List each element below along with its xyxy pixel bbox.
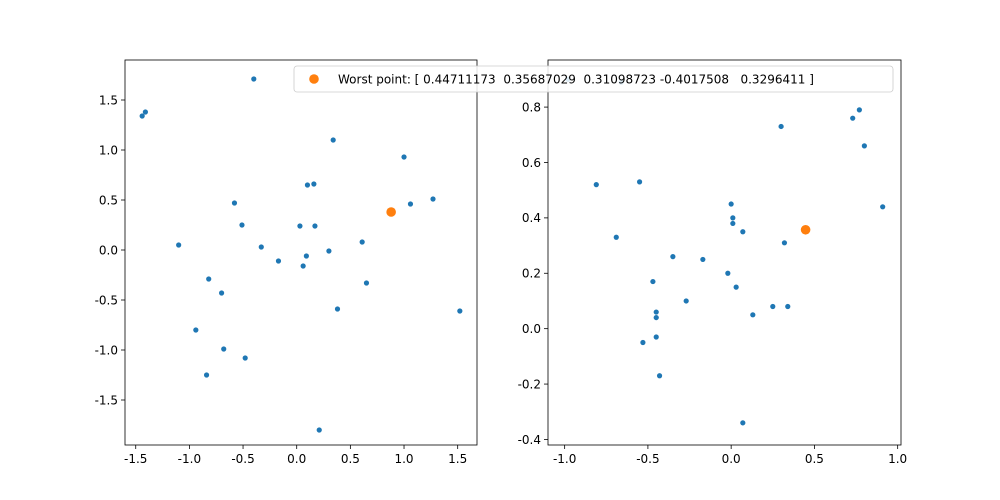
y-tick-label-1-5: 0.6 (522, 156, 541, 170)
right-scatter-panel: -1.0 -0.5 0.0 0.5 1.0 -0.4 -0.2 0.0 0.2 0.4 0.6 0.8 (518, 59, 907, 466)
y-tick-label-1-1: -0.2 (518, 377, 541, 391)
data-point-1-29 (740, 420, 746, 426)
y-tick-label-1-0: -0.4 (518, 433, 541, 447)
data-point-1-11 (730, 220, 736, 227)
data-point-0-22 (218, 290, 225, 296)
data-point-1-15 (670, 254, 676, 260)
y-tick-label-0-2: -0.5 (95, 293, 118, 307)
data-point-0-23 (334, 306, 341, 312)
y-tick-label-0-0: -1.5 (95, 393, 118, 407)
x-tick-label-1-4: 1.0 (888, 452, 907, 466)
data-point-0-20 (206, 276, 212, 282)
data-point-0-10 (239, 222, 245, 228)
data-point-1-27 (653, 334, 659, 340)
x-tick-label-1-3: 0.5 (805, 452, 824, 466)
data-point-1-10 (730, 215, 736, 221)
y-tick-label-1-4: 0.4 (522, 211, 541, 225)
data-point-1-4 (861, 143, 867, 149)
x-tick-label-0-2: -0.5 (231, 452, 254, 466)
data-point-1-3 (850, 115, 856, 121)
data-point-1-2 (856, 107, 862, 113)
data-point-1-23 (653, 309, 659, 315)
x-tick-label-1-2: 0.0 (722, 452, 741, 466)
data-point-1-25 (653, 314, 659, 321)
data-point-0-14 (258, 244, 264, 250)
data-point-0-3 (330, 137, 336, 143)
data-point-1-19 (733, 284, 739, 290)
legend-marker-0 (309, 74, 319, 84)
data-point-1-12 (740, 229, 746, 235)
data-point-0-11 (297, 223, 303, 229)
data-point-0-24 (457, 308, 463, 314)
worst-point-marker-1-0 (800, 224, 811, 235)
data-point-1-9 (880, 204, 886, 210)
data-point-0-4 (401, 154, 407, 160)
data-point-1-20 (683, 298, 689, 304)
axes-frame-0 (124, 59, 478, 446)
x-tick-label-0-4: 0.5 (341, 452, 360, 466)
y-tick-label-1-6: 0.8 (522, 100, 541, 114)
x-tick-label-1-1: -0.5 (636, 452, 659, 466)
data-point-1-22 (770, 303, 776, 310)
data-point-0-6 (311, 181, 317, 187)
left-scatter-panel: -1.5 -1.0 -0.5 0.0 0.5 1.0 1.5 -1.5 -1.0 -0.5 0.0 0… (95, 59, 478, 466)
y-tick-label-0-5: 1.0 (99, 143, 118, 157)
data-point-0-18 (326, 248, 332, 254)
data-point-0-1 (142, 109, 148, 115)
data-point-0-16 (303, 253, 309, 259)
data-point-0-27 (242, 355, 248, 361)
y-tick-label-1-2: 0.0 (522, 322, 541, 336)
x-tick-label-0-1: -1.0 (178, 452, 201, 466)
data-point-0-0 (139, 113, 145, 119)
data-point-0-7 (407, 201, 414, 207)
y-tick-label-0-3: 0.0 (99, 243, 118, 257)
data-point-0-9 (231, 200, 238, 206)
data-point-0-29 (316, 427, 322, 433)
data-point-1-21 (785, 303, 791, 310)
data-point-0-2 (251, 76, 257, 82)
data-point-0-17 (300, 263, 306, 269)
data-point-1-6 (593, 182, 599, 188)
legend: Worst point: [ 0.44711173 0.35687029 0.3… (293, 65, 894, 93)
data-point-0-15 (275, 258, 282, 264)
data-point-0-26 (221, 346, 227, 352)
x-tick-label-1-0: -1.0 (553, 452, 576, 466)
data-point-1-18 (650, 278, 656, 285)
data-point-0-19 (359, 239, 365, 245)
x-tick-label-0-5: 1.0 (394, 452, 413, 466)
x-tick-label-0-0: -1.5 (124, 452, 147, 466)
x-tick-label-0-6: 1.5 (448, 452, 467, 466)
data-point-0-8 (430, 196, 436, 202)
legend-label-0: Worst point: [ 0.44711173 0.35687029 0.3… (338, 72, 814, 86)
x-tick-label-0-3: 0.0 (287, 452, 306, 466)
data-point-1-28 (656, 373, 663, 379)
data-point-1-26 (640, 339, 646, 346)
worst-point-marker-0-0 (386, 207, 396, 217)
data-point-1-5 (778, 123, 784, 130)
data-point-1-13 (613, 234, 619, 240)
data-point-1-24 (750, 312, 756, 318)
data-point-0-28 (203, 372, 210, 378)
data-point-1-17 (725, 270, 731, 276)
data-point-1-16 (700, 256, 706, 263)
legend-box (293, 65, 894, 93)
data-point-0-21 (363, 280, 370, 286)
data-point-0-25 (193, 327, 199, 333)
y-tick-label-0-4: 0.5 (99, 193, 118, 207)
data-point-1-7 (636, 179, 643, 185)
y-tick-label-1-3: 0.2 (522, 267, 541, 281)
data-point-0-12 (312, 223, 318, 229)
data-point-1-14 (781, 240, 788, 246)
data-point-0-5 (304, 182, 311, 188)
axes-frame-1 (547, 59, 902, 446)
data-point-1-8 (728, 201, 734, 207)
y-tick-label-0-6: 1.5 (99, 93, 118, 107)
data-point-0-13 (176, 242, 182, 248)
y-tick-label-0-1: -1.0 (95, 343, 118, 357)
